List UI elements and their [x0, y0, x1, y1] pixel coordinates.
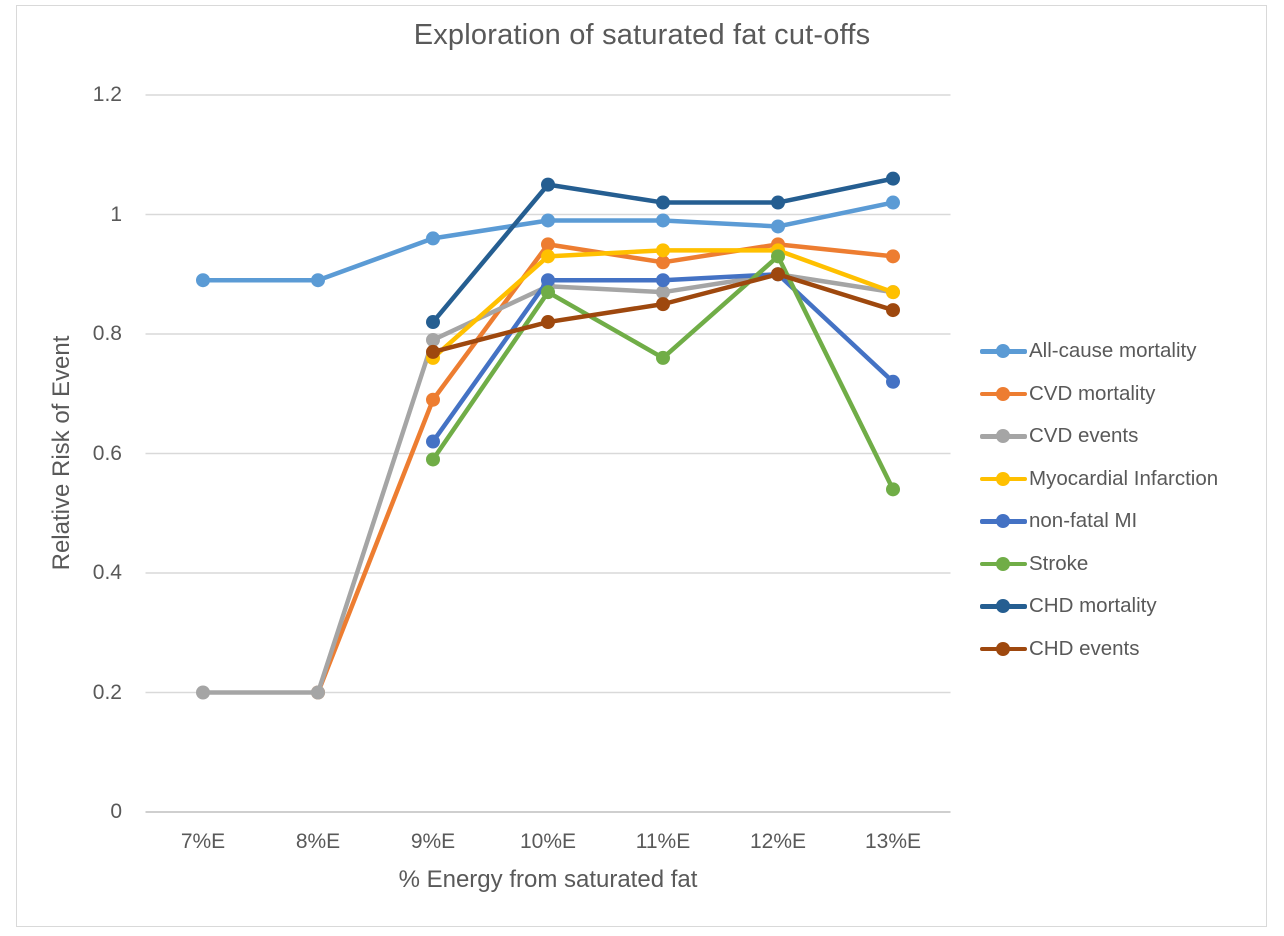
x-tick-label-8-e: 8%E — [295, 830, 341, 853]
data-point — [541, 315, 555, 330]
data-point — [656, 350, 670, 365]
legend-item-cvd-events[interactable]: CVD events — [980, 421, 1138, 451]
legend-item-chd-events[interactable]: CHD events — [980, 634, 1140, 664]
y-tick-label-0-2: 0.2 — [92, 680, 122, 704]
y-tick-label-0: 0 — [110, 800, 122, 823]
data-point — [656, 195, 670, 210]
x-tick-label-13-e: 13%E — [864, 830, 922, 853]
x-tick-label-11-e: 11%E — [635, 830, 691, 853]
data-point — [656, 243, 670, 258]
x-tick-label-12-e: 12%E — [749, 830, 807, 853]
data-point — [656, 213, 670, 228]
legend-line-marker-icon — [980, 514, 1027, 529]
data-point — [886, 171, 900, 186]
series-chd-events[interactable] — [426, 267, 900, 359]
legend-label: non-fatal MI — [1029, 509, 1138, 533]
data-point — [426, 344, 440, 359]
chart-frame[interactable] — [16, 5, 1267, 927]
legend-item-cvd-mortality[interactable]: CVD mortality — [980, 379, 1155, 409]
legend-item-myocardial-infarction[interactable]: Myocardial Infarction — [980, 464, 1218, 494]
data-point — [426, 434, 440, 449]
y-tick-label-0-6: 0.6 — [92, 441, 122, 465]
data-point — [886, 285, 900, 300]
legend-label: CVD events — [1029, 424, 1139, 448]
y-tick-label-0-4: 0.4 — [92, 561, 122, 584]
data-point — [426, 332, 440, 347]
data-point — [541, 273, 555, 288]
x-tick-label-7-e: 7%E — [180, 830, 226, 853]
series-all-cause-mortality[interactable] — [196, 195, 900, 288]
legend-label: CVD mortality — [1029, 381, 1156, 405]
legend-label: All-cause mortality — [1029, 339, 1197, 362]
data-point — [771, 219, 785, 234]
data-point — [426, 231, 440, 246]
legend-item-chd-mortality[interactable]: CHD mortality — [980, 591, 1157, 621]
data-point — [541, 213, 555, 228]
x-tick-label-9-e: 9%E — [410, 830, 456, 853]
data-point — [771, 267, 785, 282]
data-point — [541, 237, 555, 252]
data-point — [656, 285, 670, 300]
legend-label: CHD mortality — [1029, 594, 1157, 618]
y-tick-label-1: 1 — [110, 202, 122, 226]
data-point — [886, 195, 900, 210]
data-point — [541, 285, 555, 300]
data-point — [541, 177, 555, 192]
data-point — [426, 392, 440, 407]
legend-line-marker-icon — [980, 599, 1027, 614]
legend-line-marker-icon — [980, 429, 1027, 444]
legend-line-marker-icon — [980, 344, 1027, 358]
data-point — [196, 273, 210, 288]
legend-item-non-fatal-mi[interactable]: non-fatal MI — [980, 506, 1137, 536]
data-point — [196, 685, 210, 700]
chart-title: Exploration of saturated fat cut-offs — [413, 19, 871, 51]
data-point — [886, 303, 900, 318]
legend-label: Myocardial Infarction — [1029, 466, 1219, 490]
legend-line-marker-icon — [980, 641, 1027, 656]
data-point — [311, 685, 325, 700]
data-point — [426, 452, 440, 467]
data-point — [656, 297, 670, 312]
y-tick-label-1-2: 1.2 — [92, 83, 122, 106]
data-point — [771, 195, 785, 210]
data-point — [886, 482, 900, 497]
data-point — [771, 249, 785, 264]
series-stroke[interactable] — [426, 249, 900, 497]
legend-label: Stroke — [1029, 551, 1089, 575]
series-chd-mortality[interactable] — [426, 171, 900, 330]
data-point — [656, 255, 670, 270]
series-line-cvd-events — [200, 272, 896, 695]
data-point — [886, 249, 900, 264]
x-axis-title: % Energy from saturated fat — [398, 866, 698, 893]
data-point — [426, 315, 440, 330]
legend-line-marker-icon — [980, 471, 1027, 486]
data-point — [886, 374, 900, 389]
legend-item-all-cause-mortality[interactable]: All-cause mortality — [980, 336, 1196, 366]
y-tick-label-0-8: 0.8 — [92, 322, 122, 345]
legend-line-marker-icon — [980, 556, 1027, 571]
data-point — [541, 249, 555, 264]
series-cvd-events[interactable] — [196, 267, 900, 700]
x-tick-label-10-e: 10%E — [519, 830, 577, 853]
legend-line-marker-icon — [980, 386, 1027, 401]
data-point — [311, 273, 325, 288]
legend-item-stroke[interactable]: Stroke — [980, 549, 1088, 579]
legend-label: CHD events — [1029, 636, 1140, 660]
data-point — [656, 273, 670, 288]
